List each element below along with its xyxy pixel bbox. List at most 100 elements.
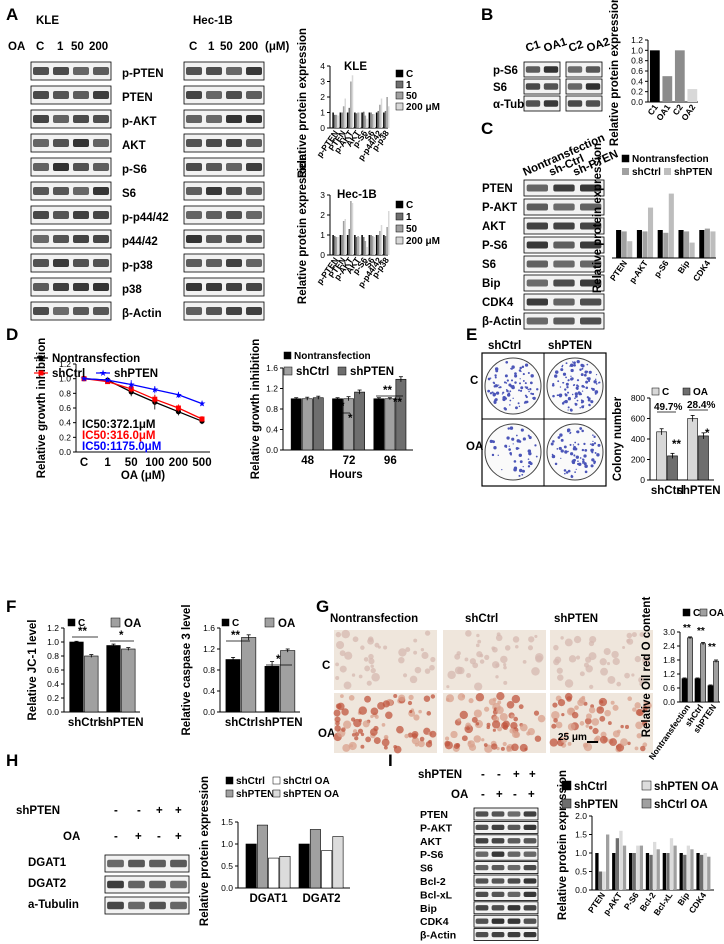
colony-dot <box>493 385 496 388</box>
colony-dot <box>531 392 535 396</box>
cell-stain <box>639 632 645 638</box>
colony-dot <box>527 458 530 460</box>
cell-stain <box>335 631 342 638</box>
colony-dot <box>576 384 579 387</box>
colony-dot <box>592 434 594 436</box>
protein-label: P-AKT <box>482 202 517 214</box>
colony-dot <box>587 379 591 383</box>
blot-band <box>523 918 537 924</box>
cell-stain <box>512 730 520 739</box>
bar <box>703 853 707 890</box>
bar <box>598 871 603 890</box>
sig-mark: ** <box>672 439 681 451</box>
x-tick-label: CDK4 <box>687 890 709 915</box>
row-label: OA <box>466 441 483 453</box>
blot-band <box>226 67 242 75</box>
cell-stain <box>626 632 633 639</box>
blot-band <box>523 851 537 857</box>
colony-dot <box>565 450 567 452</box>
colony-dot <box>585 380 589 384</box>
blot-strip-hec <box>183 133 265 153</box>
y-tick-label: 1.2 <box>631 35 643 45</box>
protein-label: β-Actin <box>482 316 522 328</box>
blot-band <box>523 864 537 871</box>
colony-dot <box>493 446 497 450</box>
blot-band <box>186 283 202 291</box>
blot-band <box>475 905 489 911</box>
cell-stain <box>430 694 436 699</box>
blot-strip-hec <box>183 109 265 129</box>
cell-stain <box>459 710 468 720</box>
panel-h-blots: shPTEN OA - - + + - + - + DGAT1 DGAT2 a-… <box>16 805 190 915</box>
colony-dot <box>573 363 576 367</box>
blot-strip-hec <box>183 85 265 105</box>
colony-dot <box>554 462 558 466</box>
colony-dot <box>506 389 509 393</box>
sig-mark: * <box>348 413 353 425</box>
cell-stain <box>476 651 483 658</box>
colony-dot <box>561 402 565 405</box>
blot-band <box>149 880 166 889</box>
bar <box>619 830 623 890</box>
cell-stain <box>477 639 482 644</box>
bar <box>388 211 390 255</box>
blot-band <box>73 163 89 171</box>
y-tick-label: 0.8 <box>47 651 59 661</box>
colony-dot <box>573 454 576 457</box>
colony-dot <box>583 373 587 377</box>
cell-stain <box>484 654 490 660</box>
colony-dot <box>520 389 523 392</box>
cell-stain <box>557 674 564 681</box>
cell-stain <box>636 708 644 717</box>
data-point: ★ <box>80 374 88 384</box>
y-axis-label: Colony number <box>612 396 624 481</box>
blot-band <box>246 139 262 147</box>
blot-band <box>73 67 89 75</box>
bar <box>351 203 354 255</box>
blot-band <box>170 901 187 910</box>
blot-band <box>93 67 109 75</box>
bar <box>225 659 241 713</box>
oa-label: OA <box>8 41 25 53</box>
colony-dot <box>576 359 580 364</box>
colony-dot <box>574 441 577 444</box>
legend-label: shPTEN <box>350 366 394 378</box>
bar <box>636 230 642 258</box>
blot-band <box>526 241 548 249</box>
colony-dot <box>593 435 596 438</box>
x-tick-label: CDK4 <box>691 258 713 283</box>
colony-dot <box>576 379 580 382</box>
sign: - <box>114 805 118 817</box>
blot-band <box>93 115 109 123</box>
colony-dot <box>507 427 510 430</box>
cell-stain <box>364 665 371 672</box>
legend-marker <box>38 370 44 376</box>
cell-stain <box>362 720 370 728</box>
colony-dot <box>570 368 574 373</box>
colony-dot <box>573 361 576 365</box>
sig-mark: ** <box>383 385 392 397</box>
colony-dot <box>492 440 494 442</box>
colony-dot <box>595 374 598 376</box>
sign: + <box>528 789 535 801</box>
cell-stain <box>568 655 577 663</box>
protein-label: p-PTEN <box>122 68 164 80</box>
cell-stain <box>500 655 508 664</box>
y-tick-label: 0.4 <box>47 679 59 689</box>
panel-label-b: B <box>481 5 493 24</box>
blot-band <box>206 163 222 171</box>
colony-dot <box>567 450 569 453</box>
legend-swatch <box>682 387 691 396</box>
bar <box>312 397 324 451</box>
legend-swatch <box>651 387 660 396</box>
colony-dot <box>582 460 585 463</box>
x-tick-label: shPTEN <box>258 717 302 729</box>
bar <box>713 660 719 703</box>
colony-dot <box>577 460 579 463</box>
cell-stain <box>411 733 418 739</box>
colony-dot <box>575 468 577 470</box>
x-tick-label: OA1 <box>654 102 672 122</box>
colony-dot <box>591 458 595 462</box>
colony-dot <box>501 468 503 471</box>
cell-stain <box>583 701 588 706</box>
